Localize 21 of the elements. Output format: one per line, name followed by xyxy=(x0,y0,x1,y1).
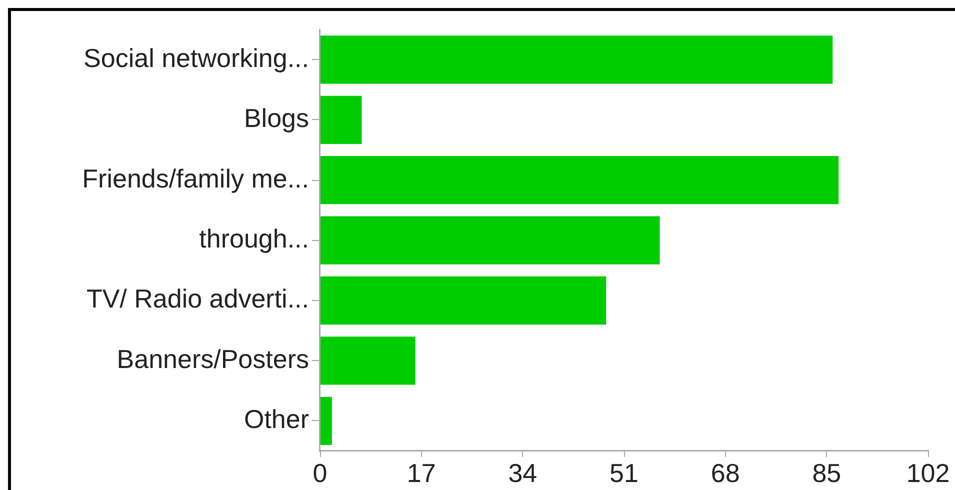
bar xyxy=(320,276,606,325)
y-tick-label: through... xyxy=(199,223,309,254)
y-tick-label: Banners/Posters xyxy=(116,344,309,374)
y-tick-label: Other xyxy=(244,404,310,434)
x-tick-label: 68 xyxy=(710,458,740,488)
x-tick-label: 0 xyxy=(312,458,328,488)
x-tick-label: 17 xyxy=(406,458,436,488)
y-tick-label: Friends/family me... xyxy=(82,163,309,194)
bar xyxy=(320,156,839,204)
x-tick-label: 85 xyxy=(812,458,842,488)
x-tick-label: 51 xyxy=(610,458,638,488)
bar xyxy=(320,36,833,84)
y-tick-label: TV/ Radio adverti... xyxy=(86,284,309,314)
y-tick-label: Social networking... xyxy=(84,42,309,73)
bar xyxy=(320,336,416,385)
x-tick-label: 102 xyxy=(906,458,950,488)
bar xyxy=(320,396,332,445)
bar xyxy=(320,216,660,264)
x-tick-label: 34 xyxy=(508,458,538,488)
y-tick-label: Blogs xyxy=(244,103,309,134)
bar xyxy=(320,96,362,144)
